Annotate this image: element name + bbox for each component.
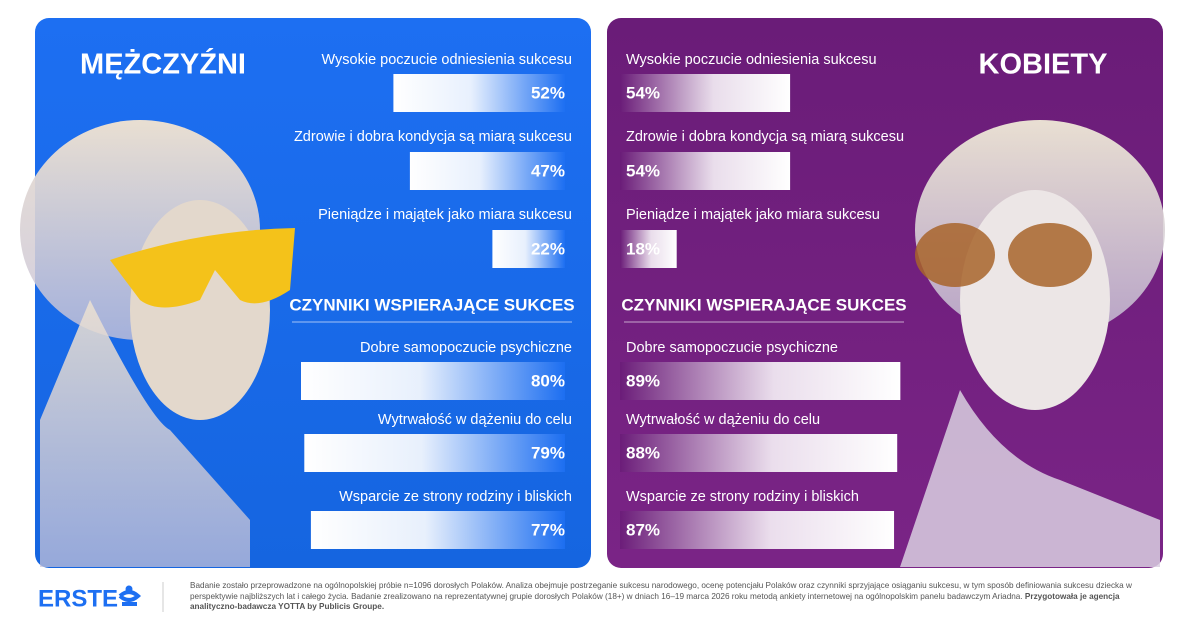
- item-label: Wytrwałość w dążeniu do celu: [378, 412, 572, 428]
- bar: [620, 230, 677, 268]
- value-label: 18%: [626, 239, 660, 258]
- section-heading: CZYNNIKI WSPIERAJĄCE SUKCES: [621, 295, 906, 314]
- footer-note: Badanie zostało przeprowadzone na ogólno…: [190, 581, 1165, 613]
- value-label: 89%: [626, 371, 660, 390]
- bar: [301, 362, 565, 400]
- item-label: Pieniądze i majątek jako miara sukcesu: [318, 207, 572, 223]
- panel-title: MĘŻCZYŹNI: [80, 47, 246, 81]
- note-bold: Przygotowała je agencja analityczno-bada…: [190, 591, 1120, 612]
- item-label: Wysokie poczucie odniesienia sukcesu: [626, 52, 877, 68]
- item-label: Wsparcie ze strony rodziny i bliskich: [339, 489, 572, 505]
- bar: [620, 434, 898, 472]
- section-heading: CZYNNIKI WSPIERAJĄCE SUKCES: [289, 295, 574, 314]
- bar: [620, 152, 791, 190]
- item-label: Zdrowie i dobra kondycja są miarą sukces…: [626, 129, 904, 145]
- item-label: Dobre samopoczucie psychiczne: [626, 340, 838, 356]
- statue-women: [900, 120, 1165, 567]
- bar: [304, 434, 565, 472]
- value-label: 79%: [531, 443, 565, 462]
- bar: [310, 511, 565, 549]
- item-label: Pieniądze i majątek jako miara sukcesu: [626, 207, 880, 223]
- bar: [492, 230, 565, 268]
- value-label: 87%: [626, 520, 660, 539]
- value-label: 88%: [626, 443, 660, 462]
- bar: [393, 74, 565, 112]
- item-label: Wsparcie ze strony rodziny i bliskich: [626, 489, 859, 505]
- value-label: 54%: [626, 83, 660, 102]
- value-label: 52%: [531, 83, 565, 102]
- item-label: Wysokie poczucie odniesienia sukcesu: [321, 52, 572, 68]
- bar: [409, 152, 565, 190]
- item-label: Wytrwałość w dążeniu do celu: [626, 412, 820, 428]
- panel-title: KOBIETY: [979, 49, 1108, 81]
- bar: [620, 511, 895, 549]
- item-label: Dobre samopoczucie psychiczne: [360, 340, 572, 356]
- value-label: 77%: [531, 520, 565, 539]
- item-label: Zdrowie i dobra kondycja są miarą sukces…: [294, 129, 572, 145]
- value-label: 47%: [531, 161, 565, 180]
- value-label: 54%: [626, 161, 660, 180]
- bar: [620, 362, 901, 400]
- value-label: 22%: [531, 239, 565, 258]
- statue-men: [20, 120, 295, 567]
- note: Badanie zostało przeprowadzone na ogólno…: [190, 581, 1132, 601]
- erste-logo: ERSTE: [38, 582, 164, 612]
- bar: [620, 74, 791, 112]
- logo-text: ERSTE: [38, 585, 118, 612]
- value-label: 80%: [531, 371, 565, 390]
